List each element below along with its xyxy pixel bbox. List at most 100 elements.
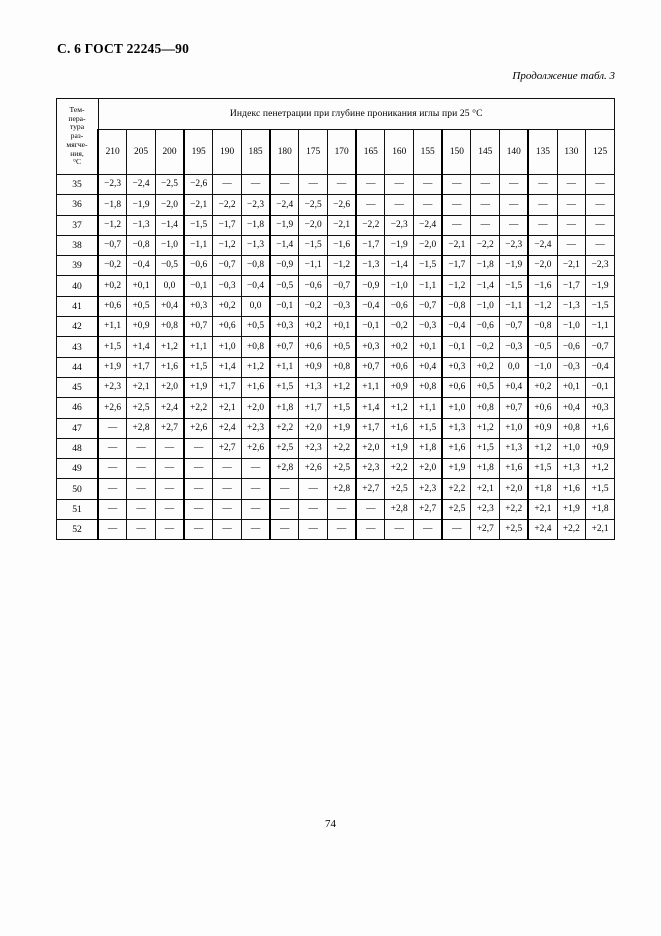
page-marker: С. 6 ГОСТ 22245—90 xyxy=(57,41,190,56)
cell-value: +1,6 xyxy=(499,458,529,480)
cell-value: — xyxy=(527,173,558,196)
cell-value: — xyxy=(298,173,328,196)
cell-value: +2,7 xyxy=(154,417,185,439)
table-row: 49— — — — — — +2,8 +2,6 +2,5 +2,3 +2,2 +2,0 +1,9 +1,8… xyxy=(56,458,615,480)
cell-value: +0,5 xyxy=(470,376,501,399)
cell-value: −1,8 xyxy=(470,255,501,277)
cell-value: +2,7 xyxy=(413,498,443,521)
cell-value: +0,5 xyxy=(327,336,357,358)
cell-value: +1,0 xyxy=(212,336,242,358)
cell-value: +1,1 xyxy=(269,356,300,378)
cell-value: — xyxy=(269,498,300,521)
cell-value: −1,6 xyxy=(527,275,558,297)
cell-value: +0,6 xyxy=(298,336,328,358)
cell-value: −1,8 xyxy=(97,194,128,216)
table-row: 52— — — — — — — — — — — — — +2,7 +2,5 +2,4 +2,2 +2,1 xyxy=(56,519,615,541)
cell-value: +0,2 xyxy=(527,376,558,399)
cell-value: +1,2 xyxy=(527,437,558,460)
cell-value: +2,5 xyxy=(269,437,300,460)
cell-value: — xyxy=(154,458,185,480)
cell-value: +0,8 xyxy=(556,417,587,439)
cell-value: +1,2 xyxy=(154,336,185,358)
cell-value: — xyxy=(269,478,300,500)
table-head-row-columns: 210 205 200 195 190 185 180 175 170 165 160 155 150 1… xyxy=(57,129,615,175)
cell-value: −1,1 xyxy=(499,295,529,318)
cell-value: −0,7 xyxy=(499,316,529,338)
cell-temperature: 40 xyxy=(56,275,99,297)
cell-value: +0,6 xyxy=(441,376,472,399)
cell-value: +2,3 xyxy=(298,437,328,460)
cell-value: +2,7 xyxy=(212,437,242,460)
cell-value: — xyxy=(240,498,271,521)
cell-value: −0,2 xyxy=(384,316,415,338)
cell-value: −1,9 xyxy=(384,234,415,257)
cell-value: −0,4 xyxy=(126,255,156,277)
cell-value: — xyxy=(585,214,615,236)
cell-value: −2,5 xyxy=(298,194,328,216)
cell-value: +1,4 xyxy=(212,356,242,378)
cell-value: +0,8 xyxy=(470,397,501,419)
cell-value: +0,1 xyxy=(126,275,156,297)
cell-value: +1,5 xyxy=(97,336,128,358)
cell-temperature: 50 xyxy=(56,478,99,500)
cell-value: −2,2 xyxy=(470,234,501,257)
cell-value: +1,5 xyxy=(470,437,501,460)
cell-value: +0,8 xyxy=(240,336,271,358)
cell-value: −0,9 xyxy=(269,255,300,277)
cell-value: — xyxy=(212,478,242,500)
table-body: 35 −2,3 −2,4 −2,5 −2,6— — — — — — — — — — — — — —36 −1,8 −1… xyxy=(56,173,615,541)
cell-value: — xyxy=(269,173,300,196)
cell-value: +2,6 xyxy=(183,417,214,439)
cell-temperature: 49 xyxy=(56,458,99,480)
cell-temperature: 52 xyxy=(56,519,99,541)
cell-value: +1,3 xyxy=(556,458,587,480)
cell-value: — xyxy=(183,437,214,460)
cell-value: −1,7 xyxy=(355,234,386,257)
cell-value: +1,8 xyxy=(527,478,558,500)
cell-value: — xyxy=(355,519,386,541)
cell-value: −2,2 xyxy=(212,194,242,216)
cell-value: — xyxy=(499,214,529,236)
row-header-temperature-line: ния, xyxy=(70,148,84,158)
cell-value: −2,0 xyxy=(154,194,185,216)
cell-value: −0,6 xyxy=(470,316,501,338)
cell-value: +2,5 xyxy=(327,458,357,480)
cell-value: +2,2 xyxy=(269,417,300,439)
cell-value: −0,9 xyxy=(355,275,386,297)
cell-value: +0,6 xyxy=(384,356,415,378)
cell-value: −2,6 xyxy=(183,173,214,196)
cell-value: −1,3 xyxy=(126,214,156,236)
cell-value: — xyxy=(212,519,242,541)
cell-value: +0,2 xyxy=(212,295,242,318)
cell-temperature: 39 xyxy=(56,255,99,277)
column-header-160: 160 xyxy=(384,129,415,175)
cell-value: — xyxy=(556,234,587,257)
cell-value: +0,2 xyxy=(470,356,501,378)
cell-value: +2,1 xyxy=(470,478,501,500)
cell-value: −0,2 xyxy=(470,336,501,358)
cell-value: +0,9 xyxy=(527,417,558,439)
cell-value: −2,4 xyxy=(413,214,443,236)
table-row: 50— — — — — — — — +2,8 +2,7 +2,5 +2,3 +2,2 +2,1 +2,0 +1… xyxy=(56,478,615,500)
cell-value: +2,2 xyxy=(183,397,214,419)
column-header-155: 155 xyxy=(413,129,443,175)
cell-value: −0,1 xyxy=(183,275,214,297)
cell-value: — xyxy=(154,437,185,460)
cell-value: — xyxy=(413,173,443,196)
cell-value: +1,2 xyxy=(585,458,615,480)
cell-temperature: 36 xyxy=(56,194,99,216)
cell-value: −0,7 xyxy=(97,234,128,257)
cell-value: +1,3 xyxy=(499,437,529,460)
cell-value: — xyxy=(441,194,472,216)
cell-value: — xyxy=(126,478,156,500)
cell-value: +0,2 xyxy=(97,275,128,297)
table-row: 43 +1,5 +1,4 +1,2 +1,1 +1,0 +0,8 +0,7 +0,6 +0,5 +0… xyxy=(56,336,615,358)
cell-value: +1,2 xyxy=(240,356,271,378)
cell-value: −2,4 xyxy=(527,234,558,257)
cell-value: +2,0 xyxy=(413,458,443,480)
cell-value: −1,4 xyxy=(470,275,501,297)
cell-value: +0,4 xyxy=(499,376,529,399)
cell-value: −0,1 xyxy=(585,376,615,399)
cell-value: +1,7 xyxy=(298,397,328,419)
cell-value: +2,0 xyxy=(240,397,271,419)
